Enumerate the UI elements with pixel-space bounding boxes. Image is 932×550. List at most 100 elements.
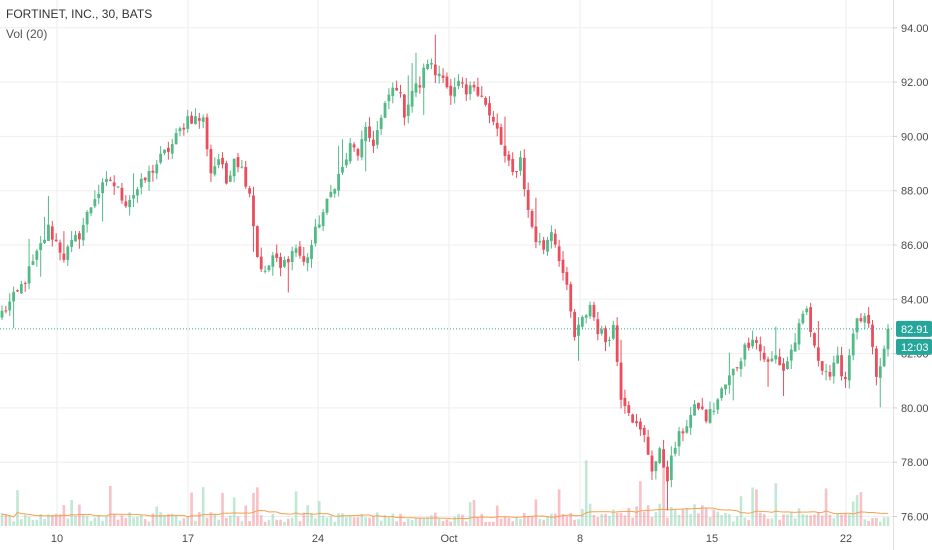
- candlestick: [143, 177, 147, 183]
- volume-bar: [263, 521, 267, 526]
- volume-bar: [817, 512, 820, 526]
- volume-bar: [770, 518, 774, 526]
- volume-bar: [352, 517, 356, 526]
- volume-bar: [136, 516, 139, 526]
- symbol-title[interactable]: FORTINET, INC., 30, BATS: [6, 7, 153, 21]
- volume-bar: [74, 515, 77, 526]
- volume-bar: [596, 517, 600, 526]
- volume-bar: [383, 514, 387, 526]
- time-tick-label: 24: [312, 533, 324, 545]
- candlestick: [329, 184, 333, 198]
- candlestick: [874, 345, 878, 386]
- candlestick: [213, 157, 217, 177]
- volume-bar: [441, 521, 445, 526]
- candlestick: [499, 123, 503, 145]
- candlestick: [31, 254, 35, 266]
- volume-bar: [372, 516, 375, 526]
- candlestick: [708, 401, 712, 424]
- candlestick: [770, 351, 774, 363]
- candlestick: [577, 317, 580, 361]
- volume-bar: [81, 514, 85, 526]
- volume-bar: [666, 517, 669, 526]
- price-axis[interactable]: 76.0078.0080.0082.0084.0086.0088.0090.00…: [893, 23, 929, 524]
- volume-bar: [298, 521, 302, 526]
- candlestick: [174, 128, 178, 145]
- candlestick: [774, 326, 778, 364]
- candlestick: [0, 305, 4, 320]
- volume-bar: [778, 519, 781, 526]
- candlestick: [867, 307, 871, 328]
- candlestick: [232, 158, 236, 183]
- candlestick: [449, 78, 453, 105]
- volume-bar: [793, 518, 797, 526]
- candlestick: [317, 215, 321, 229]
- candlestick: [368, 117, 371, 142]
- volume-bar: [604, 513, 607, 526]
- candlestick: [77, 230, 81, 249]
- volume-bar: [325, 517, 329, 526]
- volume-bar: [627, 508, 631, 526]
- volume-bar: [646, 505, 650, 526]
- candlestick: [615, 317, 619, 367]
- candlestick: [147, 165, 151, 191]
- candlestick: [170, 138, 174, 160]
- volume-bar: [190, 492, 193, 526]
- volume-bar: [619, 512, 623, 526]
- candlestick: [457, 74, 460, 90]
- volume-bar: [182, 518, 186, 526]
- candlestick: [511, 152, 515, 176]
- candlestick: [399, 84, 402, 98]
- volume-bar: [302, 512, 306, 526]
- volume-bar: [488, 521, 491, 526]
- candlestick: [530, 208, 534, 229]
- candlestick: [882, 345, 886, 368]
- candlestick: [650, 450, 654, 481]
- candlestick: [638, 418, 642, 436]
- candlestick: [383, 100, 387, 119]
- price-tick-label: 90.00: [901, 131, 929, 143]
- volume-bar: [375, 512, 379, 526]
- volume-indicator-label[interactable]: Vol (20): [6, 27, 48, 41]
- candlestick: [372, 130, 375, 153]
- volume-bar: [93, 517, 97, 526]
- volume-bar: [530, 515, 534, 526]
- candlestick: [255, 225, 259, 258]
- candlestick: [484, 96, 488, 107]
- price-tick-label: 78.00: [901, 457, 929, 469]
- volume-bar: [43, 518, 46, 526]
- candlestick: [809, 302, 813, 338]
- candlestick: [194, 108, 197, 125]
- volume-bar: [124, 517, 128, 526]
- candlestick: [503, 116, 507, 163]
- candlestick: [642, 424, 646, 443]
- volume-bar: [546, 516, 549, 526]
- candlestick: [658, 446, 662, 465]
- candlestick: [244, 160, 248, 189]
- candlestick: [805, 306, 809, 315]
- candlestick: [561, 251, 565, 281]
- volume-bar: [739, 496, 743, 526]
- candlestick: [751, 330, 754, 349]
- volume-bar: [639, 481, 642, 526]
- volume-bar: [422, 518, 426, 526]
- candlestick: [186, 109, 190, 133]
- volume-bar: [557, 489, 561, 526]
- volume-bar: [294, 491, 298, 526]
- volume-bar: [608, 515, 611, 526]
- volume-bar: [70, 499, 73, 526]
- last-price-badge: 82.91: [896, 320, 932, 337]
- time-axis[interactable]: 10 17 24 Oct 8 15 22: [51, 533, 852, 545]
- volume-bar: [198, 512, 201, 526]
- volume-bar: [875, 518, 878, 526]
- candlestick: [631, 413, 635, 424]
- candlestick: [352, 141, 356, 152]
- volume-bar: [120, 515, 124, 526]
- volume-bar: [550, 513, 553, 526]
- candlestick: [813, 332, 816, 348]
- volume-bar: [805, 514, 809, 526]
- candlestick: [453, 77, 457, 104]
- volume-bar: [712, 509, 716, 526]
- volume-bar: [236, 516, 240, 526]
- candlestick: [252, 186, 255, 252]
